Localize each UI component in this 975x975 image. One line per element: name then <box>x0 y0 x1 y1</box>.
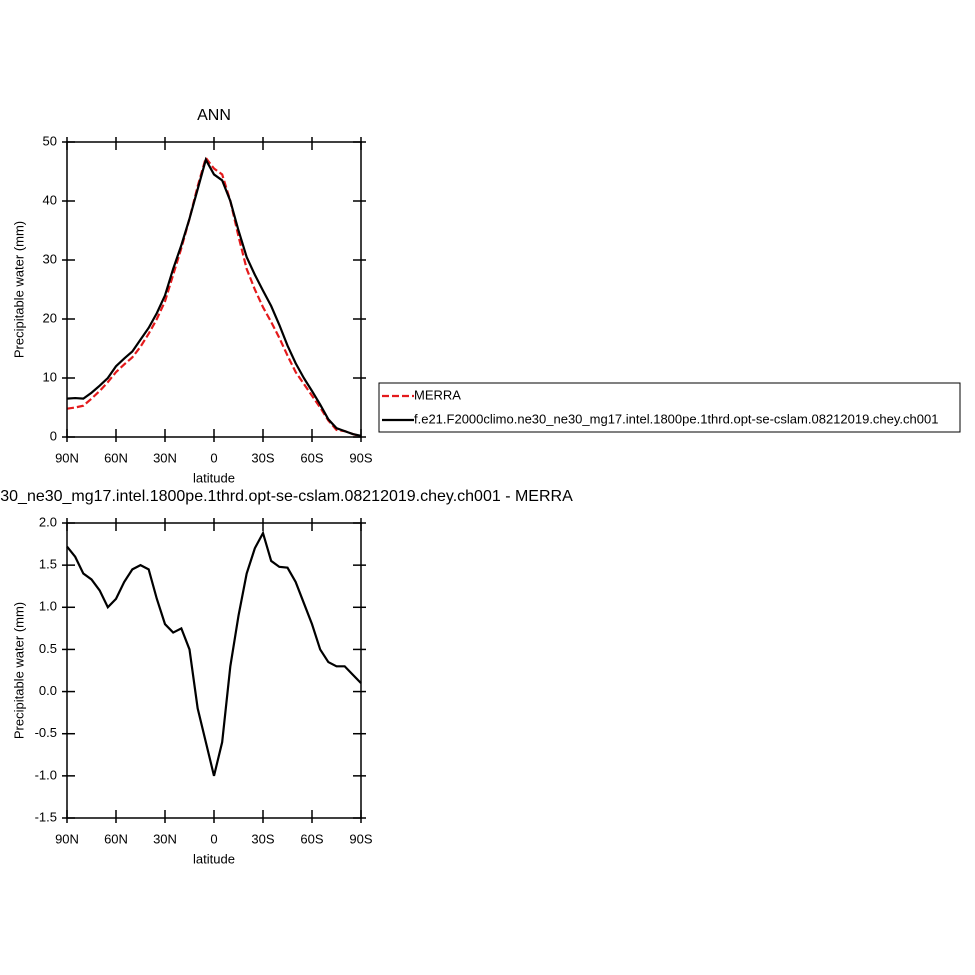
plot-frame <box>66 522 362 819</box>
y-axis-label: Precipitable water (mm) <box>11 221 26 358</box>
x-tick-label: 30N <box>153 831 177 846</box>
x-tick-label: 30S <box>251 450 274 465</box>
y-tick-label: 0.5 <box>39 641 57 656</box>
x-tick-label: 30S <box>251 831 274 846</box>
legend-label: MERRA <box>414 387 461 402</box>
series-line <box>66 155 362 438</box>
y-tick-label: 20 <box>43 310 57 325</box>
x-tick-label: 90S <box>349 450 372 465</box>
y-tick-label: 2.0 <box>39 514 57 529</box>
x-axis-label: latitude <box>193 470 235 485</box>
y-tick-label: 30 <box>43 251 57 266</box>
x-tick-label: 60S <box>300 831 323 846</box>
y-tick-label: -1.0 <box>35 767 57 782</box>
x-tick-label: 60N <box>104 831 128 846</box>
x-tick-label: 90N <box>55 831 79 846</box>
y-tick-label: 50 <box>43 133 57 148</box>
y-tick-label: 0 <box>50 428 57 443</box>
chart-title: f.e21.F2000climo.ne30_ne30_mg17.intel.18… <box>0 488 573 505</box>
legend-box <box>378 382 961 433</box>
x-tick-label: 90S <box>349 831 372 846</box>
x-tick-label: 30N <box>153 450 177 465</box>
series-line <box>66 156 362 437</box>
series-line <box>66 530 362 777</box>
x-tick-label: 0 <box>210 831 217 846</box>
x-tick-label: 60S <box>300 450 323 465</box>
x-tick-label: 60N <box>104 450 128 465</box>
y-tick-label: 1.5 <box>39 557 57 572</box>
chart-title: ANN <box>197 107 231 124</box>
y-tick-label: 40 <box>43 192 57 207</box>
y-tick-label: 1.0 <box>39 599 57 614</box>
y-tick-label: -0.5 <box>35 725 57 740</box>
x-tick-label: 0 <box>210 450 217 465</box>
y-axis-label: Precipitable water (mm) <box>11 602 26 739</box>
x-axis-label: latitude <box>193 851 235 866</box>
legend-label: f.e21.F2000climo.ne30_ne30_mg17.intel.18… <box>414 411 938 426</box>
y-tick-label: -1.5 <box>35 809 57 824</box>
y-tick-label: 10 <box>43 369 57 384</box>
y-tick-label: 0.0 <box>39 683 57 698</box>
plot-frame <box>66 141 362 438</box>
x-tick-label: 90N <box>55 450 79 465</box>
